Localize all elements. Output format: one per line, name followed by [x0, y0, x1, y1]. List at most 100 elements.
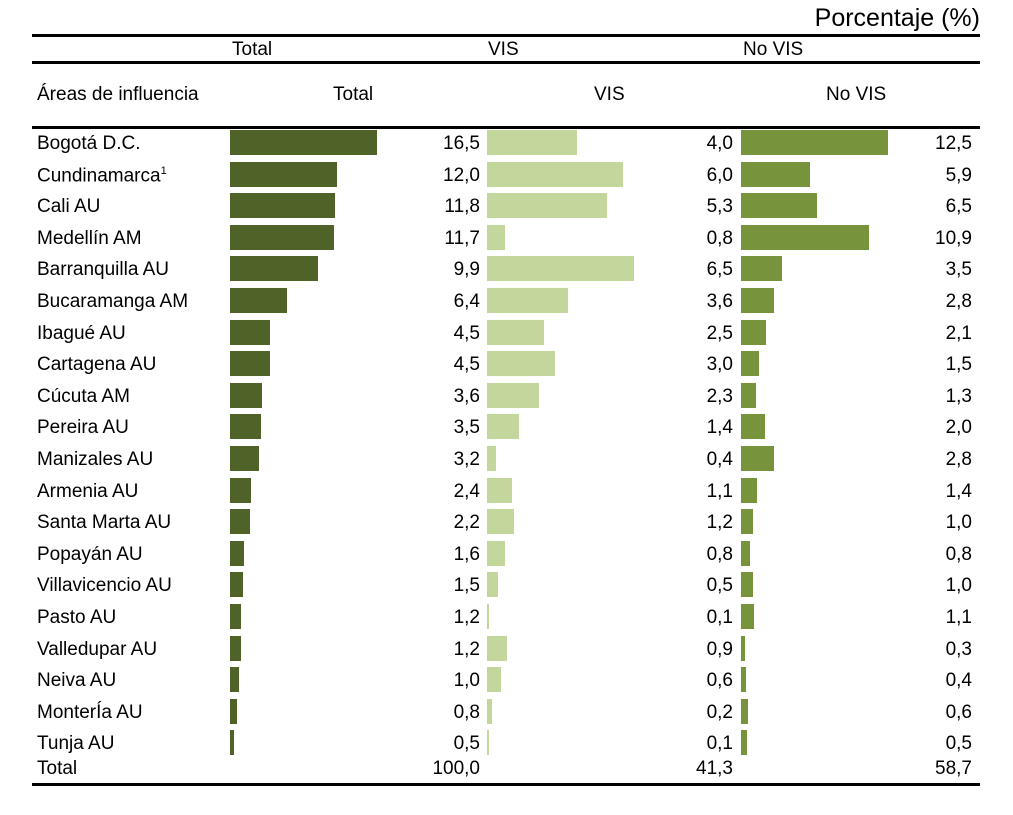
value-total: 3,6	[453, 385, 480, 407]
bar-total	[230, 572, 244, 598]
table-row: Cúcuta AM 3,6 2,3 1,3	[0, 382, 1013, 415]
row-label-text: Valledupar AU	[37, 638, 158, 660]
bar-vis	[487, 509, 515, 535]
total-row: Total 100,0 41,3 58,7	[0, 755, 1013, 787]
value-vis: 3,0	[706, 354, 733, 376]
table-row: Armenia AU 2,4 1,1 1,4	[0, 477, 1013, 510]
bar-total	[230, 130, 377, 155]
row-label: Barranquilla AU	[37, 259, 169, 281]
table-row: Santa Marta AU 2,2 1,2 1,0	[0, 509, 1013, 541]
total-label: Total	[37, 758, 78, 779]
value-vis: 2,5	[706, 322, 733, 344]
value-novis: 2,0	[945, 417, 972, 439]
value-novis: 2,8	[945, 291, 972, 312]
value-total: 11,8	[444, 196, 480, 218]
table-row: Bucaramanga AM 6,4 3,6 2,8	[0, 288, 1013, 320]
bar-total	[230, 446, 259, 471]
value-total: 16,5	[443, 133, 480, 154]
row-label-text: Bogotá D.C.	[37, 133, 141, 154]
table-row: Pasto AU 1,2 0,1 1,1	[0, 604, 1013, 636]
value-novis: 12,5	[935, 133, 972, 154]
table-row: MonterÍa AU 0,8 0,2 0,6	[0, 698, 1013, 731]
value-novis: 0,3	[945, 638, 972, 660]
value-novis: 1,0	[945, 575, 972, 597]
bar-novis	[741, 224, 870, 250]
table-row: Cartagena AU 4,5 3,0 1,5	[0, 351, 1013, 383]
value-novis: 5,9	[945, 164, 972, 186]
bar-vis	[487, 319, 544, 345]
bar-vis	[487, 572, 499, 598]
bar-novis	[741, 572, 753, 598]
table-row: Medellín AM 11,7 0,8 10,9	[0, 224, 1013, 257]
value-total: 1,5	[453, 575, 480, 597]
value-total: 3,5	[453, 417, 480, 439]
bar-novis	[741, 130, 888, 155]
bar-total	[230, 698, 238, 724]
row-label: Valledupar AU	[37, 639, 157, 661]
top-rule	[32, 34, 980, 37]
bar-vis	[487, 604, 490, 629]
value-total: 0,8	[453, 701, 480, 723]
bar-novis	[741, 256, 783, 282]
bar-total	[230, 256, 319, 282]
group-header-vis: VIS	[488, 39, 519, 60]
bar-total	[230, 351, 271, 377]
value-total: 9,9	[453, 259, 480, 281]
value-novis: 1,3	[945, 385, 972, 407]
bar-vis	[487, 193, 607, 219]
table-row: Valledupar AU 1,2 0,9 0,3	[0, 635, 1013, 668]
row-label: Pasto AU	[37, 607, 116, 629]
row-label-text: Tunja AU	[37, 733, 115, 755]
row-label: Pereira AU	[37, 417, 129, 439]
value-novis: 1,5	[945, 354, 972, 376]
bar-vis	[487, 414, 519, 440]
bar-novis	[741, 509, 753, 535]
value-novis: 3,5	[945, 259, 972, 281]
value-total: 12,0	[443, 164, 480, 186]
value-vis: 1,1	[706, 480, 733, 502]
row-label: Popayán AU	[37, 544, 143, 566]
table-row: Cundinamarca1 12,0 6,0 5,9	[0, 161, 1013, 194]
value-vis: 6,0	[706, 164, 733, 186]
bar-novis	[741, 446, 774, 471]
value-vis: 0,8	[706, 227, 733, 249]
row-label: Villavicencio AU	[37, 575, 172, 597]
value-novis: 1,4	[945, 480, 972, 502]
row-label-text: Villavicencio AU	[37, 575, 172, 597]
value-vis: 0,1	[706, 607, 733, 628]
bar-vis	[487, 477, 512, 503]
bar-total	[230, 730, 235, 756]
value-total: 1,6	[453, 543, 480, 565]
value-novis: 2,8	[945, 449, 972, 470]
total-value-novis: 58,7	[935, 758, 972, 779]
value-total: 6,4	[453, 291, 480, 312]
value-vis: 3,6	[706, 291, 733, 312]
row-label-text: Cartagena AU	[37, 354, 157, 376]
row-label-text: Popayán AU	[37, 543, 143, 565]
table-row: Popayán AU 1,6 0,8 0,8	[0, 540, 1013, 573]
value-total: 2,2	[453, 512, 480, 534]
bar-total	[230, 635, 241, 661]
value-vis: 1,2	[706, 512, 733, 534]
value-total: 1,2	[453, 638, 480, 660]
bar-total	[230, 224, 335, 250]
row-header: Áreas de influencia	[37, 84, 199, 105]
group-header-novis: No VIS	[743, 39, 804, 60]
bar-novis	[741, 698, 749, 724]
row-label-text: Cali AU	[37, 196, 101, 218]
header-rule	[32, 61, 980, 64]
row-label: Medellín AM	[37, 228, 142, 250]
bar-vis	[487, 446, 497, 471]
bar-novis	[741, 288, 774, 313]
value-total: 4,5	[453, 322, 480, 344]
value-novis: 0,4	[945, 670, 972, 692]
bar-total	[230, 193, 336, 219]
table-row: Manizales AU 3,2 0,4 2,8	[0, 446, 1013, 478]
bar-vis	[487, 382, 539, 408]
total-value-total: 100,0	[432, 758, 480, 779]
row-label-text: Pereira AU	[37, 417, 129, 439]
value-vis: 2,3	[706, 385, 733, 407]
bar-total	[230, 509, 250, 535]
value-vis: 0,6	[706, 670, 733, 692]
table-row: Villavicencio AU 1,5 0,5 1,0	[0, 572, 1013, 604]
